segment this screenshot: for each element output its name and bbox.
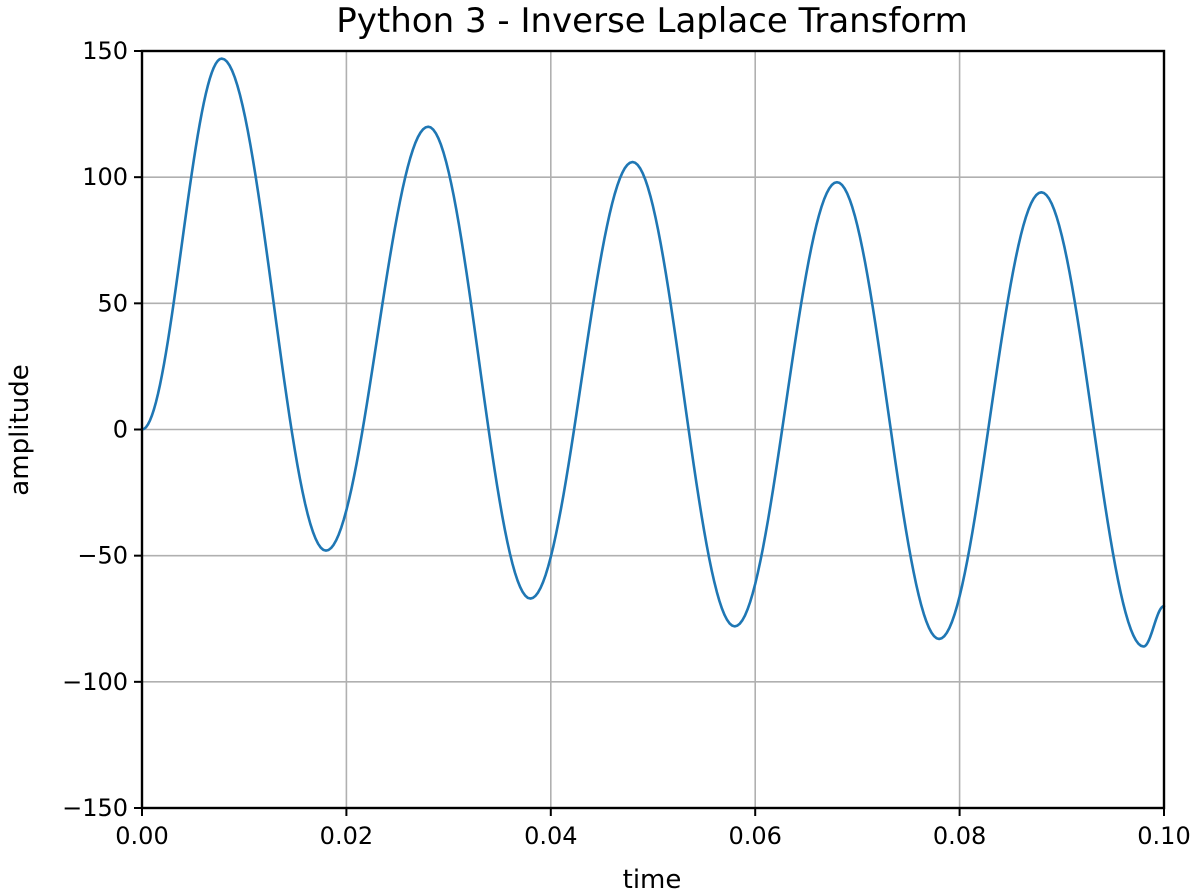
y-tick-label: 0 — [113, 416, 128, 444]
series-line — [140, 57, 1166, 648]
x-tick-label: 0.06 — [728, 822, 781, 850]
x-tick-label: 0.02 — [320, 822, 373, 850]
x-tick-label: 0.04 — [524, 822, 577, 850]
grid-lines — [141, 50, 1165, 809]
series-layer — [140, 57, 1166, 648]
y-tick-label: −100 — [62, 668, 128, 696]
x-axis-label: time — [623, 865, 682, 894]
y-axis-label: amplitude — [5, 364, 35, 495]
y-tick-label: −150 — [62, 794, 128, 822]
axis-ticks: 0.00 0.02 0.04 0.06 0.08 0.10 150 100 50 0 −50 −100… — [62, 37, 1191, 850]
y-tick-label: 150 — [82, 37, 128, 65]
y-tick-label: 100 — [82, 163, 128, 191]
x-tick-label: 0.08 — [933, 822, 986, 850]
chart-title: Python 3 - Inverse Laplace Transform — [336, 1, 967, 41]
x-tick-label: 0.00 — [115, 822, 168, 850]
y-tick-label: 50 — [97, 289, 128, 317]
y-tick-label: −50 — [77, 542, 128, 570]
x-tick-label: 0.10 — [1137, 822, 1190, 850]
